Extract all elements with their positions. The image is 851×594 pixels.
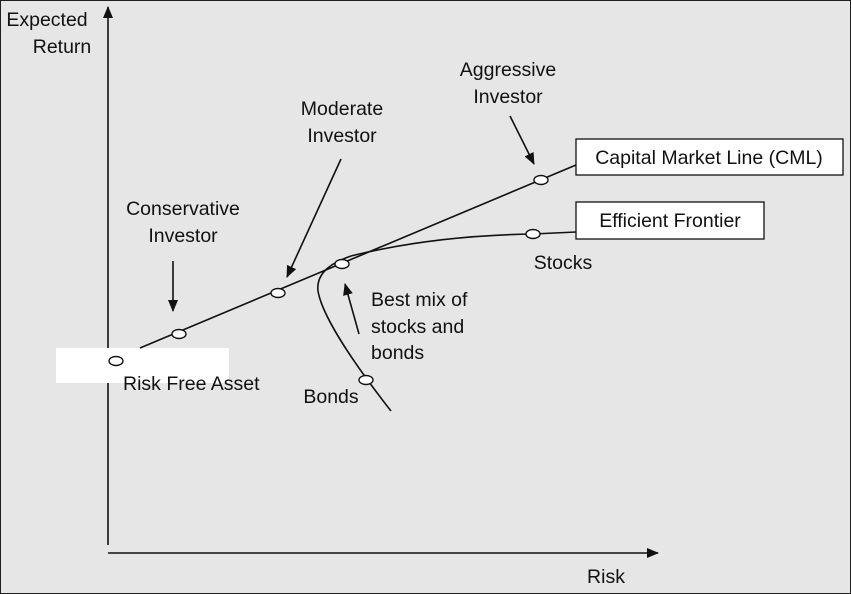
best-mix-label-line3: bonds: [371, 342, 424, 364]
risk-free-highlight: [56, 348, 229, 383]
efficient-frontier-curve: [317, 231, 577, 412]
best-mix-arrow: [343, 283, 360, 335]
efficient-frontier-label-box: [575, 201, 765, 240]
capital-market-line: [139, 164, 577, 349]
y-axis-label-line1: Expected: [6, 9, 87, 31]
efficient-frontier-label: Efficient Frontier: [599, 210, 741, 232]
moderate-point: [270, 287, 286, 299]
aggressive-label-line1: Aggressive: [460, 59, 556, 81]
x-axis-label: Risk: [587, 566, 625, 588]
aggressive-arrow: [509, 115, 535, 165]
cml-label-box: [575, 138, 844, 176]
conservative-point: [171, 328, 187, 340]
risk-free-point: [108, 355, 124, 367]
aggressive-label-line2: Investor: [473, 86, 543, 108]
conservative-label-line2: Investor: [148, 225, 218, 247]
moderate-label-line2: Investor: [307, 125, 377, 147]
bonds-label: Bonds: [303, 386, 359, 408]
best-mix-label-line1: Best mix of: [371, 289, 468, 311]
moderate-label-line1: Moderate: [301, 98, 383, 120]
bonds-point: [358, 374, 374, 386]
cml-label: Capital Market Line (CML): [595, 147, 823, 169]
best-mix-label-line2: stocks and: [371, 316, 464, 338]
y-axis-label-line2: Return: [33, 36, 92, 58]
stocks-label: Stocks: [534, 252, 593, 274]
best-mix-point: [334, 258, 350, 270]
moderate-arrow: [286, 158, 342, 278]
conservative-label-line1: Conservative: [126, 198, 240, 220]
stocks-point: [525, 228, 541, 240]
risk-free-label: Risk Free Asset: [123, 373, 260, 395]
aggressive-point: [533, 174, 549, 186]
